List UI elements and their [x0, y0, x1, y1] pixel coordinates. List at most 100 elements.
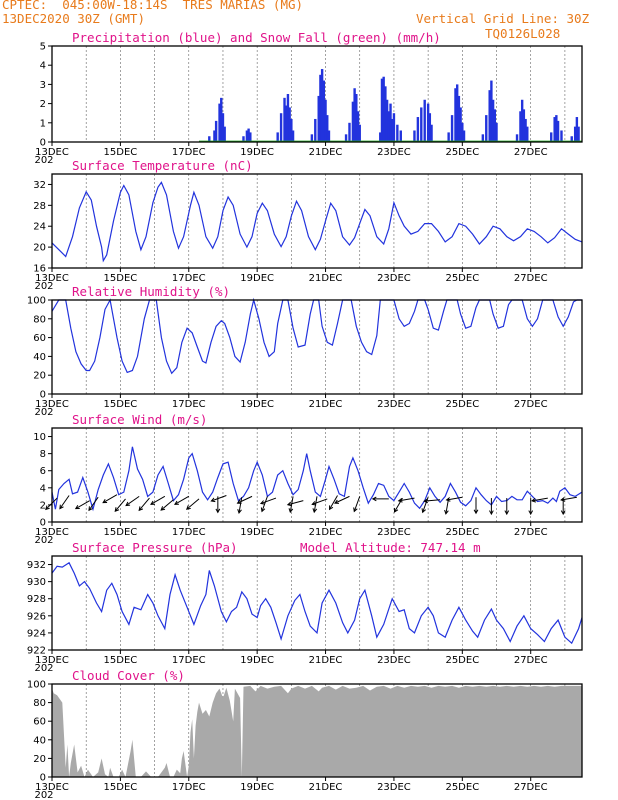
- x-year-label: 202: [34, 663, 53, 674]
- wind-arrow: [423, 498, 441, 504]
- x-tick-label: 21DEC: [309, 399, 343, 410]
- y-tick-label: 24: [33, 222, 46, 233]
- precip-bar: [380, 78, 384, 142]
- x-tick-label: 13DEC: [35, 527, 69, 538]
- y-tick-label: 20: [33, 371, 46, 382]
- wind-arrow: [489, 498, 494, 516]
- precip-bar: [519, 111, 522, 142]
- wind-arrow: [236, 495, 253, 504]
- precip-bar: [319, 74, 322, 142]
- wind-arrow: [397, 497, 415, 503]
- precip-bar: [573, 126, 577, 142]
- wind-arrow: [102, 494, 118, 504]
- y-tick-label: 928: [27, 594, 46, 605]
- precip-bar: [220, 97, 223, 142]
- precip-bar: [550, 132, 553, 142]
- panel-rh: 0 20 40 60 80 100 13DEC 15DEC 17DEC 19DEC 21DEC 23D…: [27, 284, 583, 418]
- wind-arrow: [445, 496, 463, 502]
- header-grid-line: Vertical Grid Line: 30Z: [416, 11, 590, 26]
- panel-title: Surface Wind (m/s): [72, 412, 207, 427]
- precip-bar: [515, 134, 519, 142]
- x-tick-label: 25DEC: [445, 273, 479, 284]
- precip-bar: [490, 80, 493, 142]
- panel-frame: [51, 683, 583, 778]
- precip-bar: [245, 130, 249, 142]
- y-tick-label: 6: [40, 466, 46, 477]
- x-tick-label: 17DEC: [172, 782, 206, 793]
- x-tick-label: 23DEC: [377, 782, 411, 793]
- precip-bar: [247, 128, 250, 142]
- panel-title: Precipitation (blue) and Snow Fall (gree…: [72, 30, 441, 45]
- y-tick-label: 932: [27, 560, 46, 571]
- precip-bar: [428, 113, 432, 142]
- x-tick-label: 27DEC: [514, 782, 548, 793]
- y-tick-label: 100: [27, 680, 46, 691]
- precip-bar: [485, 115, 488, 142]
- precip-bar: [577, 126, 580, 142]
- precip-bar: [344, 134, 348, 142]
- precip-bar: [290, 118, 293, 142]
- panel-precip: 0 1 2 3 4 5 13DEC 15DEC 17DEC 19DEC 21DEC 23DEC 25DE…: [34, 30, 583, 166]
- precip-bar: [314, 118, 317, 142]
- x-tick-label: 27DEC: [514, 655, 548, 666]
- panel-frame: [51, 427, 583, 523]
- precip-bar: [320, 69, 324, 142]
- header-station: CPTEC: 045:00W-18:14S TRES MARIAS (MG): [2, 0, 304, 12]
- wind-arrow: [185, 498, 200, 510]
- precip-bar: [389, 103, 392, 142]
- wind-arrow: [334, 495, 350, 504]
- x-tick-label: 13DEC: [35, 655, 69, 666]
- cloud-area: [52, 685, 582, 777]
- wind-arrow: [74, 500, 90, 510]
- precip-bar: [423, 99, 426, 142]
- wind-arrow: [174, 495, 190, 505]
- precip-bar: [426, 103, 430, 142]
- x-tick-label: 21DEC: [309, 655, 343, 666]
- x-tick-label: 15DEC: [104, 399, 138, 410]
- precip-bar: [399, 130, 402, 142]
- precip-bar: [396, 124, 399, 142]
- wind-arrow: [114, 498, 126, 512]
- panel-subtitle: Model Altitude: 747.14 m: [300, 540, 481, 555]
- x-tick-label: 17DEC: [172, 527, 206, 538]
- y-tick-label: 0: [40, 138, 46, 149]
- x-tick-label: 17DEC: [172, 273, 206, 284]
- y-tick-label: 28: [33, 201, 46, 212]
- precip-bar: [391, 118, 394, 142]
- precip-bar: [322, 80, 326, 142]
- panel-title: Surface Temperature (nC): [72, 158, 253, 173]
- wind-line: [51, 446, 583, 512]
- wind-arrow: [473, 497, 479, 515]
- x-year-label: 202: [34, 790, 53, 800]
- x-tick-label: 19DEC: [240, 782, 274, 793]
- wind-arrow: [210, 495, 227, 503]
- x-tick-label: 21DEC: [309, 147, 343, 158]
- x-tick-label: 15DEC: [104, 527, 138, 538]
- x-tick-label: 21DEC: [309, 273, 343, 284]
- x-tick-label: 19DEC: [240, 147, 274, 158]
- panel-frame: [51, 45, 583, 143]
- y-tick-label: 0: [40, 518, 46, 529]
- x-year-label: 202: [34, 155, 53, 166]
- x-tick-label: 15DEC: [104, 147, 138, 158]
- x-tick-label: 21DEC: [309, 527, 343, 538]
- x-year-label: 202: [34, 535, 53, 546]
- wind-arrow: [237, 497, 243, 515]
- y-tick-label: 4: [40, 483, 46, 494]
- precip-bar: [556, 120, 560, 142]
- y-tick-label: 0: [40, 773, 46, 784]
- x-tick-label: 25DEC: [445, 527, 479, 538]
- precip-bar: [249, 132, 252, 142]
- x-tick-label: 23DEC: [377, 273, 411, 284]
- y-tick-label: 930: [27, 577, 46, 588]
- precip-bar: [326, 115, 329, 142]
- y-tick-label: 80: [33, 314, 46, 325]
- y-tick-label: 60: [33, 717, 46, 728]
- wind-arrow: [150, 495, 166, 505]
- x-tick-label: 27DEC: [514, 273, 548, 284]
- precip-bar: [242, 136, 245, 142]
- y-tick-label: 16: [33, 264, 46, 275]
- y-tick-label: 5: [40, 42, 46, 53]
- precip-bar: [324, 99, 327, 142]
